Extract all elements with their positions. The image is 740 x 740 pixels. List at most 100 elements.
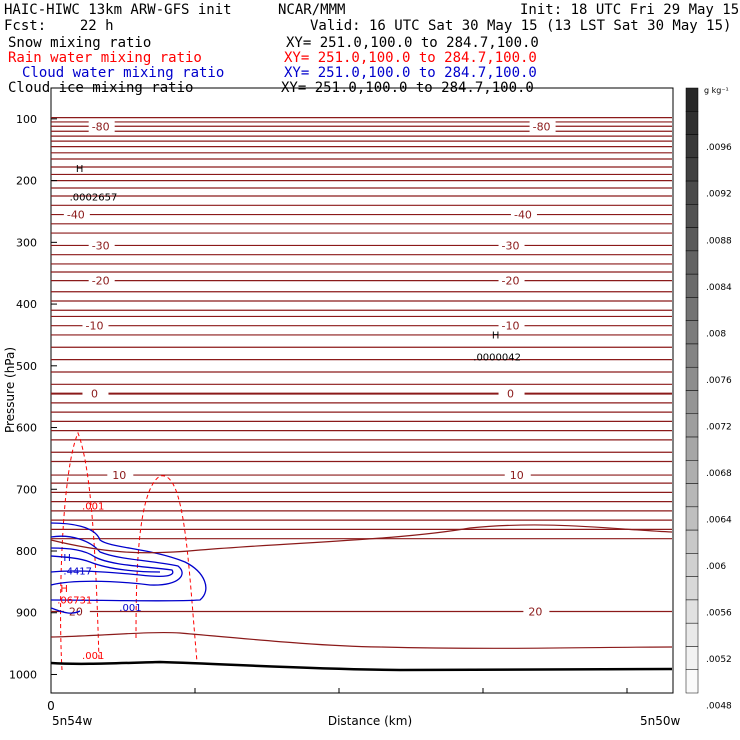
field-annotation: H xyxy=(76,164,84,175)
temperature-contour-line xyxy=(50,145,673,148)
temperature-contour-line xyxy=(50,262,673,265)
temperature-contour-line xyxy=(50,500,673,503)
y-tick-label: 300 xyxy=(16,236,37,249)
y-tick-label: 900 xyxy=(16,607,37,620)
temperature-contour-line xyxy=(50,157,673,161)
contour-label-bg xyxy=(498,239,525,252)
colorbar-label: .0068 xyxy=(706,469,732,479)
cloud-water-contour xyxy=(50,547,174,577)
temperature-contour-line xyxy=(50,135,673,138)
temperature-contour-line xyxy=(50,460,673,463)
temperature-contour-line xyxy=(50,519,673,522)
temperature-contour-line xyxy=(50,173,673,176)
valid-time: Valid: 16 UTC Sat 30 May 15 (13 LST Sat … xyxy=(310,18,732,34)
rain-contour xyxy=(60,431,100,671)
y-tick-label: 1000 xyxy=(9,668,37,681)
colorbar-segment xyxy=(685,273,699,298)
field-annotation: .0002657 xyxy=(70,192,118,203)
temperature-contour-line xyxy=(50,346,673,349)
y-tick-label: 200 xyxy=(16,175,37,188)
colorbar-label: .0072 xyxy=(706,422,732,432)
temperature-contour-label: -10 xyxy=(85,320,103,333)
contour-label-bg xyxy=(107,469,134,482)
temperature-contour-label: 0 xyxy=(91,388,98,401)
temperature-contour-line xyxy=(50,309,673,312)
data-labels: H.0002657H.0000042H.4417.001H.06731.001.… xyxy=(57,164,521,662)
model-title: HAIC-HIWC 13km ARW-GFS init xyxy=(4,2,232,18)
temperature-contour-line xyxy=(50,120,673,123)
temperature-contour-line xyxy=(50,151,673,154)
colorbar-segment xyxy=(685,483,699,508)
colorbar-label: .008 xyxy=(706,329,726,339)
colorbar-segment xyxy=(685,134,699,159)
colorbar-label: .0088 xyxy=(706,236,732,246)
y-tick-label: 400 xyxy=(16,298,37,311)
colorbar-segment xyxy=(685,343,699,368)
contour-label-bg xyxy=(88,274,115,287)
field-cloudwater-label: Cloud water mixing ratio xyxy=(22,65,225,81)
temperature-contour-line xyxy=(50,315,673,318)
x-endpoint-right: 5n50w xyxy=(640,714,681,728)
temperature-contour-label: -40 xyxy=(514,209,532,222)
colorbar-label: .0048 xyxy=(706,702,732,712)
temperature-contour-line xyxy=(50,116,673,119)
colorbar-label: .0052 xyxy=(706,655,732,665)
cloud-water-contour xyxy=(50,522,207,602)
temperature-contour-line xyxy=(50,270,673,274)
colorbar-label: .0096 xyxy=(706,143,732,153)
contour-label-bg xyxy=(529,120,556,133)
contour-label-bg xyxy=(63,208,90,221)
temperature-contour-label: -20 xyxy=(92,275,110,288)
temperature-contour-line xyxy=(50,370,673,374)
colorbar-segment xyxy=(685,297,699,321)
plot-frame xyxy=(50,87,674,694)
colorbar-segment xyxy=(685,622,699,647)
temperature-contour-line xyxy=(50,130,673,133)
temperature-contour-line xyxy=(50,333,673,336)
contour-label-bg xyxy=(504,469,531,482)
colorbar-segment xyxy=(685,646,699,670)
temperature-contour-line xyxy=(50,179,673,182)
colorbar-segment xyxy=(685,576,699,601)
temperature-contour-label: -30 xyxy=(92,239,110,252)
temperature-contour-line xyxy=(50,429,673,432)
temperature-contour-label: -80 xyxy=(92,120,110,133)
surface-line xyxy=(50,660,673,672)
colorbar-segment xyxy=(685,460,699,484)
contour-label-bg xyxy=(63,605,90,618)
temperature-contour-line xyxy=(50,528,673,531)
field-annotation: .06731 xyxy=(57,595,92,606)
temperature-contour-line xyxy=(50,401,673,404)
temperature-contour-line xyxy=(50,186,673,190)
field-annotation: .001 xyxy=(119,603,141,614)
temperature-contour-line xyxy=(50,213,673,216)
temperature-contour-line xyxy=(50,204,673,207)
contour-900s xyxy=(50,524,673,554)
colorbar-segment xyxy=(685,180,699,205)
colorbar-segment xyxy=(685,413,699,438)
temperature-contour-label: -40 xyxy=(67,209,85,222)
temperature-contour-line xyxy=(50,324,673,327)
temperature-contour-line xyxy=(50,420,673,423)
colorbar-segment xyxy=(685,87,699,112)
colorbar-segment xyxy=(685,669,699,694)
colorbar-segment xyxy=(685,553,699,577)
colorbar-segment xyxy=(685,529,699,554)
temperature-contour-line xyxy=(50,451,673,454)
y-tick-label: 600 xyxy=(16,422,37,435)
colorbar-segment xyxy=(685,111,699,135)
contour-label-bg xyxy=(82,319,109,332)
x-axis-title: Distance (km) xyxy=(328,714,412,728)
temperature-contour-label: 10 xyxy=(112,469,126,482)
temperature-contour-label: 10 xyxy=(510,469,524,482)
contour-label-bg xyxy=(498,274,525,287)
temperature-contour-line xyxy=(50,299,673,303)
contour-label-bg xyxy=(498,319,525,332)
cloud-water-contours xyxy=(50,522,207,614)
temperature-contour-line xyxy=(50,140,673,143)
field-annotation: .4417 xyxy=(63,566,92,577)
temperature-contour-line xyxy=(50,392,673,396)
institution: NCAR/MMM xyxy=(278,2,346,18)
colorbar-segment xyxy=(685,250,699,275)
temperature-contour-label: -30 xyxy=(502,239,520,252)
